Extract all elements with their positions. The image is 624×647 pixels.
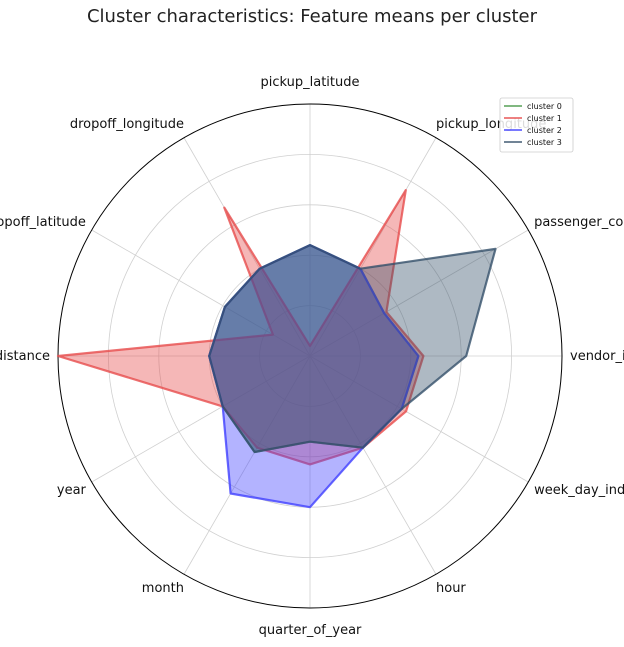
spoke-year	[91, 355, 311, 483]
axis-label-pickup_latitude: pickup_latitude	[260, 75, 359, 90]
spoke-hour	[309, 355, 437, 575]
axis-label-hour: hour	[436, 581, 466, 596]
axis-label-dropoff_latitude: dropoff_latitude	[0, 215, 86, 230]
axis-label-month: month	[142, 581, 184, 596]
spoke-pickup_longitude	[309, 137, 437, 357]
legend-label-cluster-3: cluster 3	[527, 138, 562, 147]
legend-box	[499, 97, 574, 153]
spoke-week_day_index	[309, 355, 529, 483]
axis-label-vendor_id: vendor_id	[570, 349, 624, 364]
axis-label-year: year	[57, 483, 87, 498]
chart-title: Cluster characteristics: Feature means p…	[86, 6, 538, 27]
axis-label-passenger_count: passenger_count	[534, 215, 624, 230]
legend-label-cluster-1: cluster 1	[527, 114, 562, 123]
spoke-dropoff_longitude	[183, 137, 311, 357]
spoke-passenger_count	[309, 229, 529, 357]
axis-label-distance: distance	[0, 349, 50, 364]
series-area-cluster-3	[208, 244, 497, 454]
axis-label-week_day_index: week_day_index	[534, 483, 624, 498]
legend-label-cluster-2: cluster 2	[527, 126, 562, 135]
axis-label-quarter_of_year: quarter_of_year	[259, 623, 362, 638]
legend-label-cluster-0: cluster 0	[527, 102, 562, 111]
axis-label-dropoff_longitude: dropoff_longitude	[70, 117, 184, 132]
series-area-cluster-1	[56, 189, 425, 466]
spoke-month	[183, 355, 311, 575]
